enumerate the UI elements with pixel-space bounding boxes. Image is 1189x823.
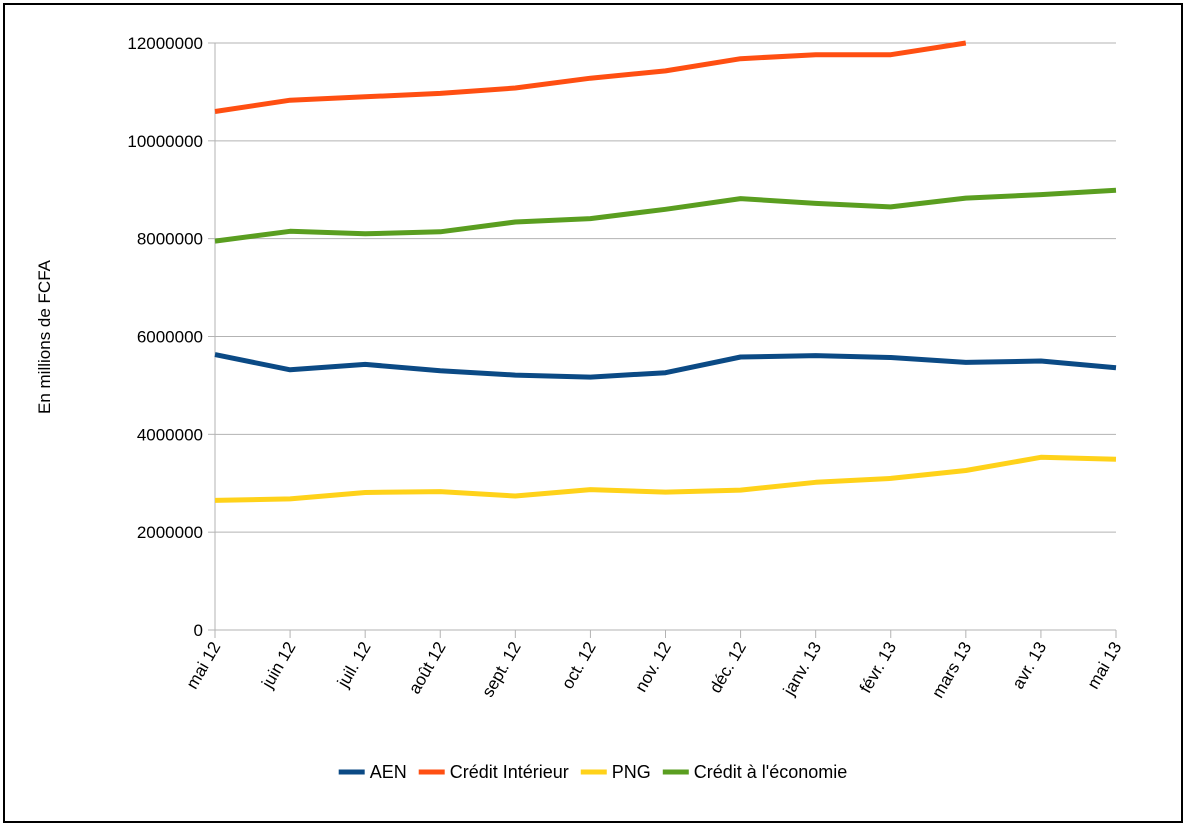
series-line-3 xyxy=(214,187,1117,244)
x-tick-label: juin 12 xyxy=(258,639,300,693)
y-tick-label: 10000000 xyxy=(127,132,203,151)
x-tick-label: oct. 12 xyxy=(558,639,600,693)
legend-item: AEN xyxy=(338,762,407,782)
x-tick-label: mars 13 xyxy=(928,639,975,702)
chart-frame xyxy=(3,3,1183,823)
y-tick-label: 4000000 xyxy=(137,425,203,444)
legend-item: PNG xyxy=(580,762,651,782)
y-tick-label: 6000000 xyxy=(137,328,203,347)
y-axis-title: En millions de FCFA xyxy=(35,259,54,414)
x-tick-label: juil. 12 xyxy=(333,639,375,692)
y-tick-label: 12000000 xyxy=(127,34,203,53)
x-tick-label: févr. 13 xyxy=(856,639,900,697)
legend-label: AEN xyxy=(370,762,407,782)
series-line-1 xyxy=(214,40,967,114)
x-tick-label: mai 12 xyxy=(182,639,224,693)
x-tick-label: nov. 12 xyxy=(631,639,675,696)
legend-item: Crédit à l'économie xyxy=(662,762,848,782)
legend: AEN Crédit Intérieur PNG Crédit à l'économi… xyxy=(338,762,848,782)
x-tick-label: janv. 13 xyxy=(779,639,825,700)
x-tick-label: sept. 12 xyxy=(478,639,525,701)
y-tick-label: 2000000 xyxy=(137,523,203,542)
series-lines xyxy=(214,40,1117,503)
series-line-0 xyxy=(214,352,1117,380)
x-tick-label: août 12 xyxy=(405,639,450,698)
legend-label: Crédit à l'économie xyxy=(694,762,848,782)
y-tick-label: 8000000 xyxy=(137,230,203,249)
x-tick-label: mai 13 xyxy=(1083,639,1125,693)
legend-item: Crédit Intérieur xyxy=(418,762,569,782)
series-line-2 xyxy=(214,454,1117,503)
legend-label: Crédit Intérieur xyxy=(450,762,569,782)
x-tick-label: avr. 13 xyxy=(1008,639,1050,693)
gridlines xyxy=(215,42,1116,533)
y-tick-label: 0 xyxy=(194,621,203,640)
x-tick-label: déc. 12 xyxy=(706,639,750,697)
legend-label: PNG xyxy=(612,762,651,782)
